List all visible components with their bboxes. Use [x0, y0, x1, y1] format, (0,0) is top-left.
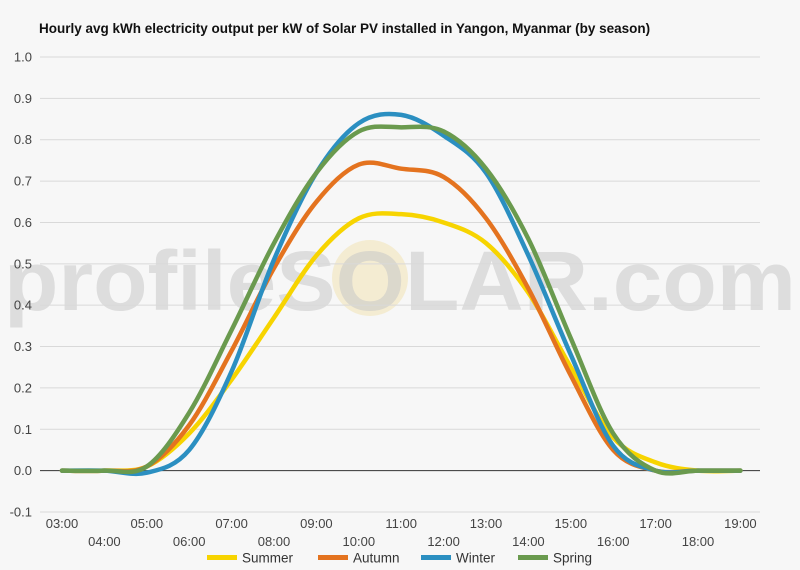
x-tick-label: 13:00	[470, 516, 503, 531]
legend-label: Autumn	[353, 551, 400, 566]
gridlines	[40, 56, 760, 513]
watermark-sun-icon	[332, 240, 408, 316]
x-tick-label: 19:00	[724, 516, 757, 531]
y-tick-label: 0.6	[14, 215, 32, 230]
series-line-winter	[59, 111, 743, 477]
x-tick-label: 03:00	[46, 516, 79, 531]
legend-item-autumn[interactable]: Autumn	[318, 551, 400, 566]
chart-title: Hourly avg kWh electricity output per kW…	[39, 21, 650, 36]
x-tick-label: 14:00	[512, 534, 545, 549]
watermark-text: profileSOLAR.com	[4, 234, 796, 328]
y-axis-tick-labels: -0.1 0.0 0.1 0.2 0.3 0.4 0.5 0.6 0.7 0.8 0.9 1.0	[10, 50, 32, 520]
legend-item-winter[interactable]: Winter	[421, 551, 496, 566]
x-tick-label: 09:00	[300, 516, 333, 531]
x-tick-label: 05:00	[131, 516, 164, 531]
legend-swatch	[518, 555, 548, 560]
x-tick-label: 06:00	[173, 534, 206, 549]
x-tick-label: 07:00	[215, 516, 248, 531]
y-tick-label: 1.0	[14, 50, 32, 65]
x-tick-label: 16:00	[597, 534, 630, 549]
legend-swatch	[318, 555, 348, 560]
y-tick-label: 0.0	[14, 463, 32, 478]
x-tick-label: 04:00	[88, 534, 121, 549]
y-tick-label: 0.7	[14, 174, 32, 189]
y-tick-label: -0.1	[10, 505, 32, 520]
y-tick-label: 0.5	[14, 256, 32, 271]
y-tick-label: 0.2	[14, 380, 32, 395]
legend-swatch	[421, 555, 451, 560]
legend-label: Winter	[456, 551, 496, 566]
x-axis-tick-labels: 03:00 04:00 05:00 06:00 07:00 08:00 09:00 10:00…	[46, 516, 757, 549]
legend-label: Summer	[242, 551, 294, 566]
series-lines	[59, 111, 743, 477]
x-tick-label: 12:00	[427, 534, 460, 549]
legend: Summer Autumn Winter Spring	[207, 551, 592, 566]
y-tick-label: 0.4	[14, 298, 32, 313]
y-tick-label: 0.3	[14, 339, 32, 354]
y-tick-label: 0.9	[14, 91, 32, 106]
x-tick-label: 15:00	[555, 516, 588, 531]
series-line-spring	[59, 124, 743, 476]
watermark: profileSOLAR.com	[4, 234, 796, 328]
x-tick-label: 08:00	[258, 534, 291, 549]
x-tick-label: 10:00	[343, 534, 376, 549]
legend-item-spring[interactable]: Spring	[518, 551, 592, 566]
x-tick-label: 11:00	[385, 516, 417, 531]
y-tick-label: 0.8	[14, 132, 32, 147]
x-tick-label: 17:00	[639, 516, 672, 531]
legend-swatch	[207, 555, 237, 560]
legend-item-summer[interactable]: Summer	[207, 551, 294, 566]
x-tick-label: 18:00	[682, 534, 715, 549]
y-tick-label: 0.1	[14, 422, 32, 437]
legend-label: Spring	[553, 551, 592, 566]
